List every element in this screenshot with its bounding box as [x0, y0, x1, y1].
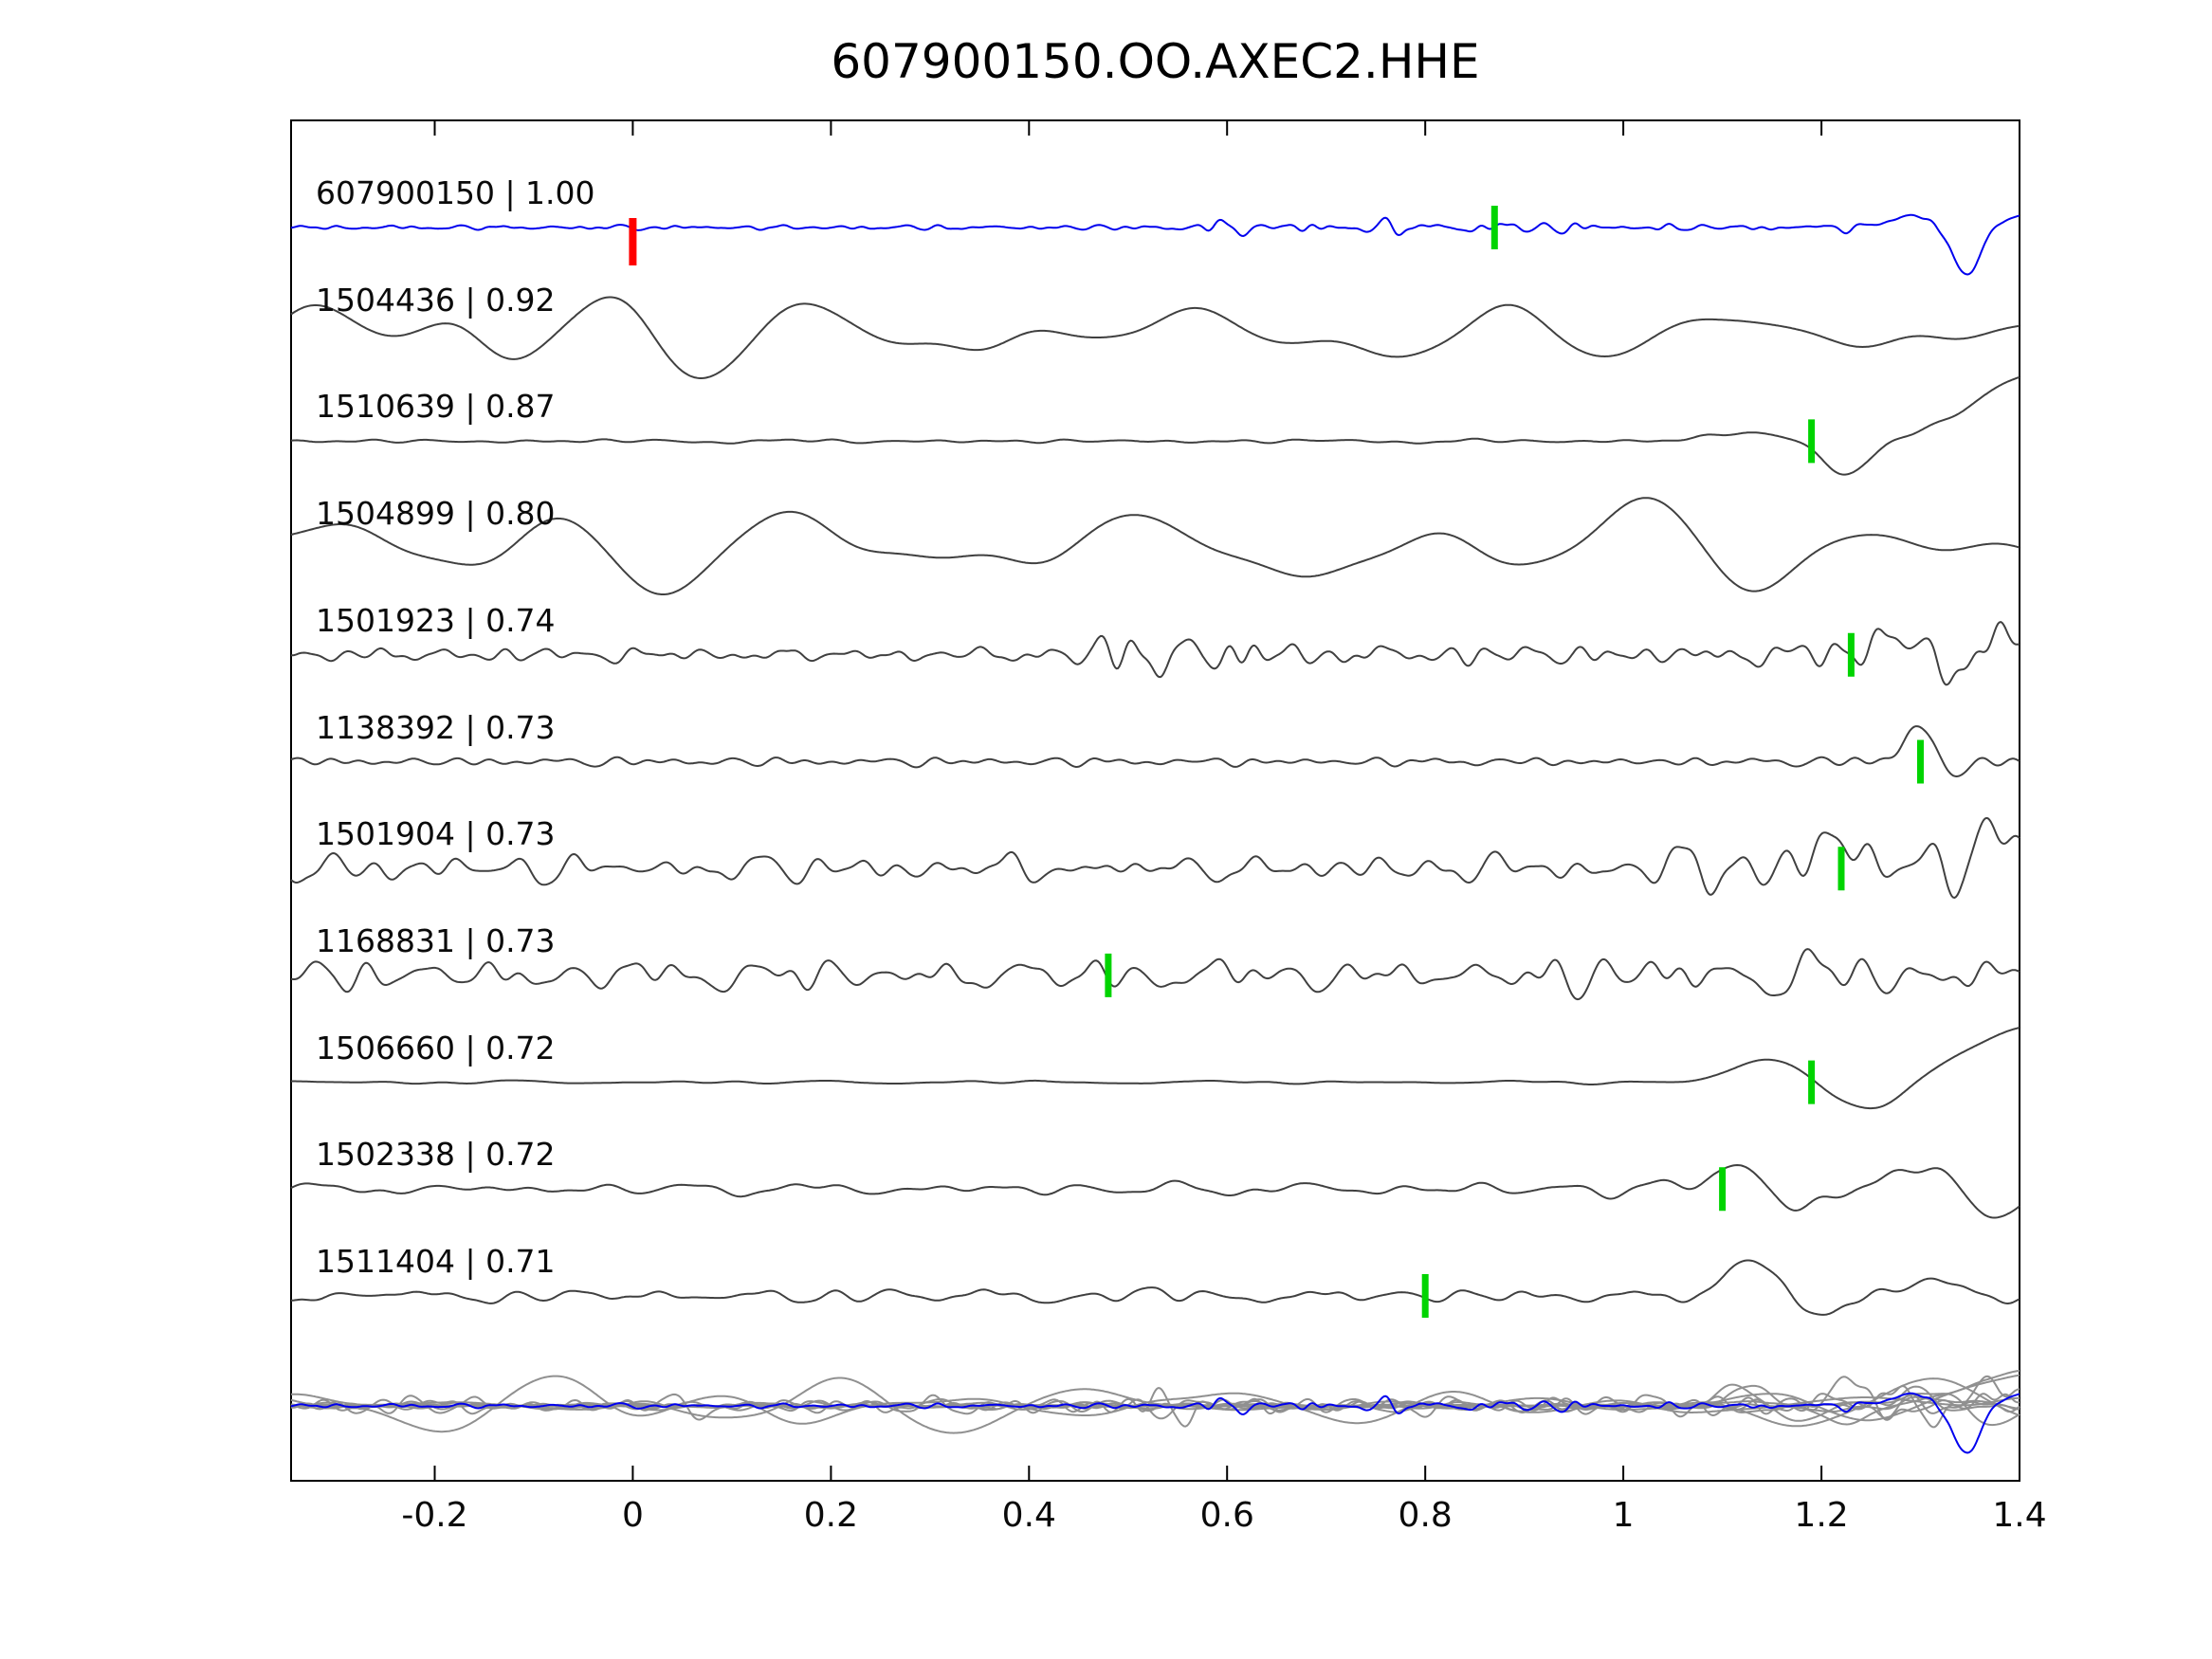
match-trace	[290, 296, 2020, 379]
x-tick-label: 1.4	[1992, 1496, 2047, 1535]
trace-label: 607900150 | 1.00	[316, 174, 595, 211]
trace-label: 1502338 | 0.72	[316, 1136, 556, 1174]
trace-label: 1504436 | 0.92	[316, 281, 556, 319]
trace-label: 1168831 | 0.73	[316, 921, 556, 959]
x-tick-label: 0.4	[1001, 1496, 1056, 1535]
overlay-trace	[290, 1375, 2020, 1421]
reference-trace	[290, 213, 2020, 276]
match-trace	[290, 816, 2020, 899]
trace-label: 1504899 | 0.80	[316, 495, 556, 533]
x-tick-label: 1	[1612, 1496, 1635, 1535]
axis-frame	[290, 119, 2020, 1482]
x-tick-label: 0.2	[803, 1496, 858, 1535]
match-trace	[290, 948, 2020, 1001]
trace-label: 1511404 | 0.71	[316, 1243, 556, 1280]
x-tick-label: 0.8	[1398, 1496, 1453, 1535]
x-tick-label: -0.2	[401, 1496, 468, 1535]
overlay-trace	[290, 1374, 2020, 1422]
match-trace	[290, 1259, 2020, 1316]
overlay-reference-trace	[290, 1392, 2020, 1454]
match-trace	[290, 621, 2020, 686]
pick-markers	[629, 206, 1924, 1318]
overlay-trace	[291, 1384, 2020, 1413]
x-tick-label: 0	[621, 1496, 644, 1535]
match-trace	[290, 1163, 2020, 1219]
overlay-traces	[290, 1369, 2020, 1454]
x-tick-label: 1.2	[1794, 1496, 1849, 1535]
waveform-traces	[290, 213, 2020, 1316]
match-trace	[290, 1027, 2020, 1110]
match-trace	[290, 497, 2020, 595]
plot-border	[290, 119, 2020, 1482]
trace-label: 1138392 | 0.73	[316, 708, 556, 746]
page-title: 607900150.OO.AXEC2.HHE	[831, 34, 1480, 89]
x-tick-label: 0.6	[1199, 1496, 1254, 1535]
trace-label: 1506660 | 0.72	[316, 1029, 556, 1066]
trace-label: 1510639 | 0.87	[316, 388, 556, 426]
match-trace	[290, 725, 2020, 778]
match-trace	[290, 375, 2020, 476]
trace-label: 1501904 | 0.73	[316, 815, 556, 853]
trace-label: 1501923 | 0.74	[316, 601, 556, 639]
